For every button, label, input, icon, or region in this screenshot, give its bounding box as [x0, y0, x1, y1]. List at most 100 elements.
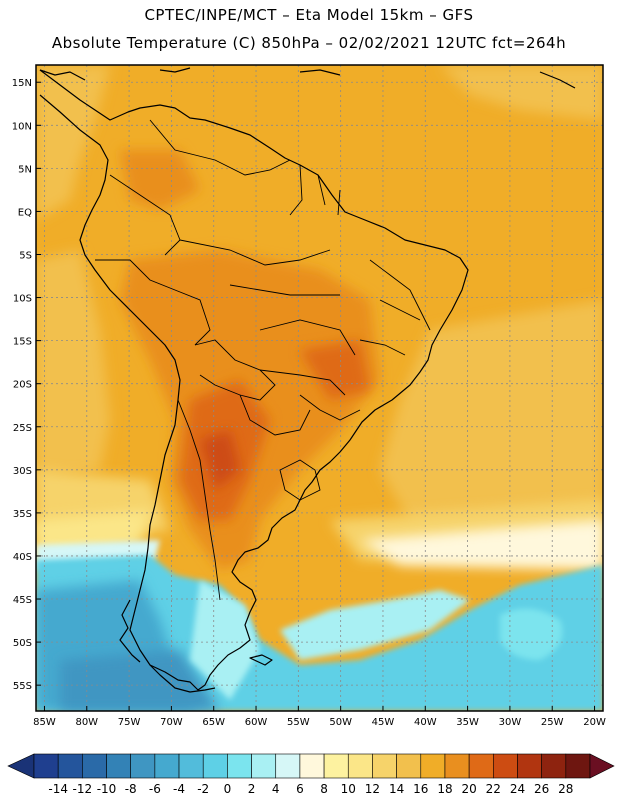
- lat-tick-label: 20S: [13, 380, 32, 391]
- colorbar-label: -6: [148, 782, 161, 796]
- colorbar-swatch: [517, 753, 542, 779]
- lat-tick-label: 5N: [18, 164, 32, 175]
- lon-tick-label: 75W: [118, 717, 141, 728]
- lat-tick-label: 40S: [13, 552, 32, 563]
- lon-tick-label: 85W: [33, 717, 56, 728]
- colorbar-label: -2: [197, 782, 210, 796]
- colorbar-label: -8: [124, 782, 137, 796]
- colorbar-label: 24: [509, 782, 526, 796]
- colorbar-swatch: [493, 753, 518, 779]
- colorbar-swatch: [299, 753, 325, 779]
- border-peru: [95, 259, 211, 346]
- field-8-atlantic: [360, 520, 603, 570]
- colorbar-label: 26: [534, 782, 550, 796]
- colorbar-swatch: [251, 753, 277, 779]
- field-minus6-southwest: [60, 650, 220, 711]
- border-argentina-chile: [177, 399, 221, 601]
- colorbar-swatch: [347, 753, 373, 779]
- lon-tick-label: 35W: [456, 717, 479, 728]
- border-brazil-west: [179, 239, 331, 266]
- lat-tick-label: 35S: [13, 509, 32, 520]
- colorbar-low-arrow: [7, 753, 35, 779]
- colorbar-label: 16: [413, 782, 429, 796]
- lon-tick-label: 65W: [202, 717, 225, 728]
- colorbar-swatch: [444, 753, 470, 779]
- border-guianas: [289, 164, 341, 216]
- colorbar-swatch: [420, 753, 446, 779]
- longitude-axis: 85W 80W 75W 70W 65W 60W 55W 50W 45W 40W 35W 30W 25W 2…: [33, 706, 606, 728]
- lon-tick-label: 40W: [414, 717, 437, 728]
- field-18-west-mid: [36, 250, 110, 480]
- title-line-2: Absolute Temperature (C) 850hPa – 02/02/…: [51, 34, 567, 52]
- lat-tick-label: 10S: [13, 294, 32, 305]
- lon-tick-label: 70W: [160, 717, 183, 728]
- colorbar-label: -14: [48, 782, 68, 796]
- colorbar-swatch: [178, 753, 204, 779]
- colorbar-label: 0: [223, 782, 232, 796]
- border-bolivia: [194, 339, 276, 401]
- colorbar-label: 12: [364, 782, 381, 796]
- colorbar-swatch: [82, 753, 107, 779]
- lon-tick-label: 60W: [245, 717, 268, 728]
- colorbar-label: 22: [485, 782, 501, 796]
- field-24-core: [200, 430, 240, 490]
- lon-tick-label: 25W: [541, 717, 564, 728]
- field-18-south-atl: [380, 300, 603, 540]
- lat-tick-label: 15N: [12, 78, 32, 89]
- field-2-cyclone: [500, 608, 563, 660]
- lat-tick-label: EQ: [18, 207, 32, 218]
- field-18-north-atl: [440, 65, 603, 120]
- border-ne-brazil: [359, 259, 431, 356]
- lon-tick-label: 55W: [287, 717, 310, 728]
- lon-tick-label: 30W: [499, 717, 522, 728]
- field-22-brazil: [300, 340, 370, 400]
- chile-archipelago: [119, 599, 216, 693]
- field-4-swirl: [280, 590, 470, 660]
- colorbar-swatch: [275, 753, 301, 779]
- lon-tick-label: 45W: [372, 717, 395, 728]
- colorbar-label: 4: [271, 782, 280, 796]
- colorbar-label: 8: [320, 782, 328, 796]
- colorbar: [7, 753, 615, 779]
- lat-tick-label: 10N: [12, 121, 32, 132]
- colorbar-swatch: [541, 753, 567, 779]
- border-paraguay: [239, 394, 311, 436]
- colorbar-swatch: [468, 753, 494, 779]
- colorbar-swatch: [130, 753, 156, 779]
- caribbean-coast: [39, 67, 576, 89]
- colorbar-swatch: [227, 753, 252, 779]
- lat-tick-label: 55S: [13, 681, 32, 692]
- colorbar-swatch: [33, 753, 59, 779]
- lat-tick-label: 5S: [19, 250, 32, 261]
- border-colombia: [109, 174, 181, 256]
- lat-tick-label: 30S: [13, 466, 32, 477]
- colorbar-swatch: [396, 753, 422, 779]
- map-frame: [35, 64, 604, 712]
- colorbar-swatch: [57, 753, 83, 779]
- lon-tick-label: 20W: [583, 717, 606, 728]
- colorbar-swatch: [202, 753, 228, 779]
- colorbar-label: 6: [296, 782, 304, 796]
- border-brazil-states: [229, 284, 361, 421]
- colorbar-label: -10: [96, 782, 117, 796]
- colorbar-label: -4: [173, 782, 186, 796]
- lat-tick-label: 15S: [13, 337, 32, 348]
- colorbar-label: 20: [461, 782, 477, 796]
- colorbar-high-arrow: [589, 753, 615, 779]
- border-uruguay: [279, 459, 321, 501]
- colorbar-label: -12: [72, 782, 93, 796]
- colorbar-label: 10: [340, 782, 356, 796]
- colorbar-swatch: [323, 753, 349, 779]
- colorbar-swatch: [372, 753, 397, 779]
- colorbar-swatch: [565, 753, 591, 779]
- colorbar-swatch: [154, 753, 180, 779]
- falklands: [249, 654, 273, 666]
- title-line-1: CPTEC/INPE/MCT – Eta Model 15km – GFS: [144, 6, 474, 24]
- colorbar-label: 18: [437, 782, 453, 796]
- lat-tick-label: 45S: [13, 595, 32, 606]
- temperature-field: [36, 65, 603, 711]
- colorbar-label: 2: [247, 782, 256, 796]
- colorbar-swatch: [106, 753, 131, 779]
- latitude-axis: 15N 10N 5N EQ 5S 10S 15S 20S 25S 30S 35S 40S 45S 50S 5…: [12, 78, 41, 692]
